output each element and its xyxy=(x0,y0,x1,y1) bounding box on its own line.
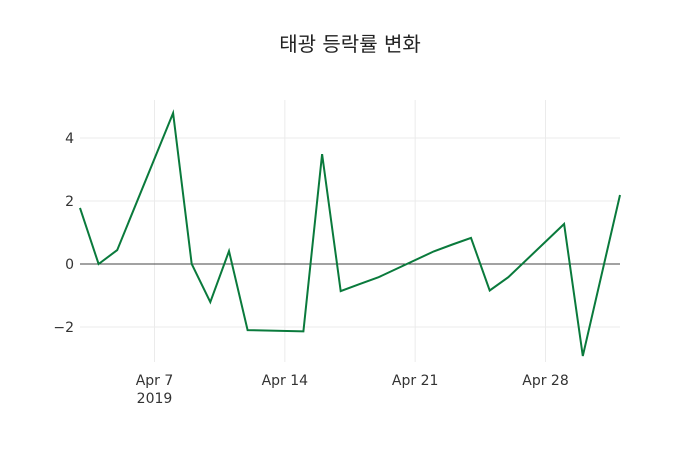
y-tick-label: −2 xyxy=(53,320,74,336)
x-axis-ticks: Apr 7 2019 Apr 14 Apr 21 Apr 28 xyxy=(136,373,569,407)
x-tick-label: Apr 14 xyxy=(262,373,309,389)
x-tick-year-label: 2019 xyxy=(137,391,173,407)
x-gridlines xyxy=(153,100,547,362)
y-tick-label: 4 xyxy=(65,131,74,147)
y-tick-label: 0 xyxy=(65,257,74,273)
series-line xyxy=(79,109,621,357)
x-tick-label: Apr 21 xyxy=(392,373,438,389)
x-tick-label: Apr 28 xyxy=(522,373,568,389)
y-tick-label: 2 xyxy=(65,194,74,210)
y-gridlines xyxy=(80,137,620,328)
y-axis-ticks: 4 2 0 −2 xyxy=(53,131,74,336)
x-tick-label: Apr 7 xyxy=(136,373,174,389)
chart-title: 태광 등락률 변화 xyxy=(279,32,421,56)
